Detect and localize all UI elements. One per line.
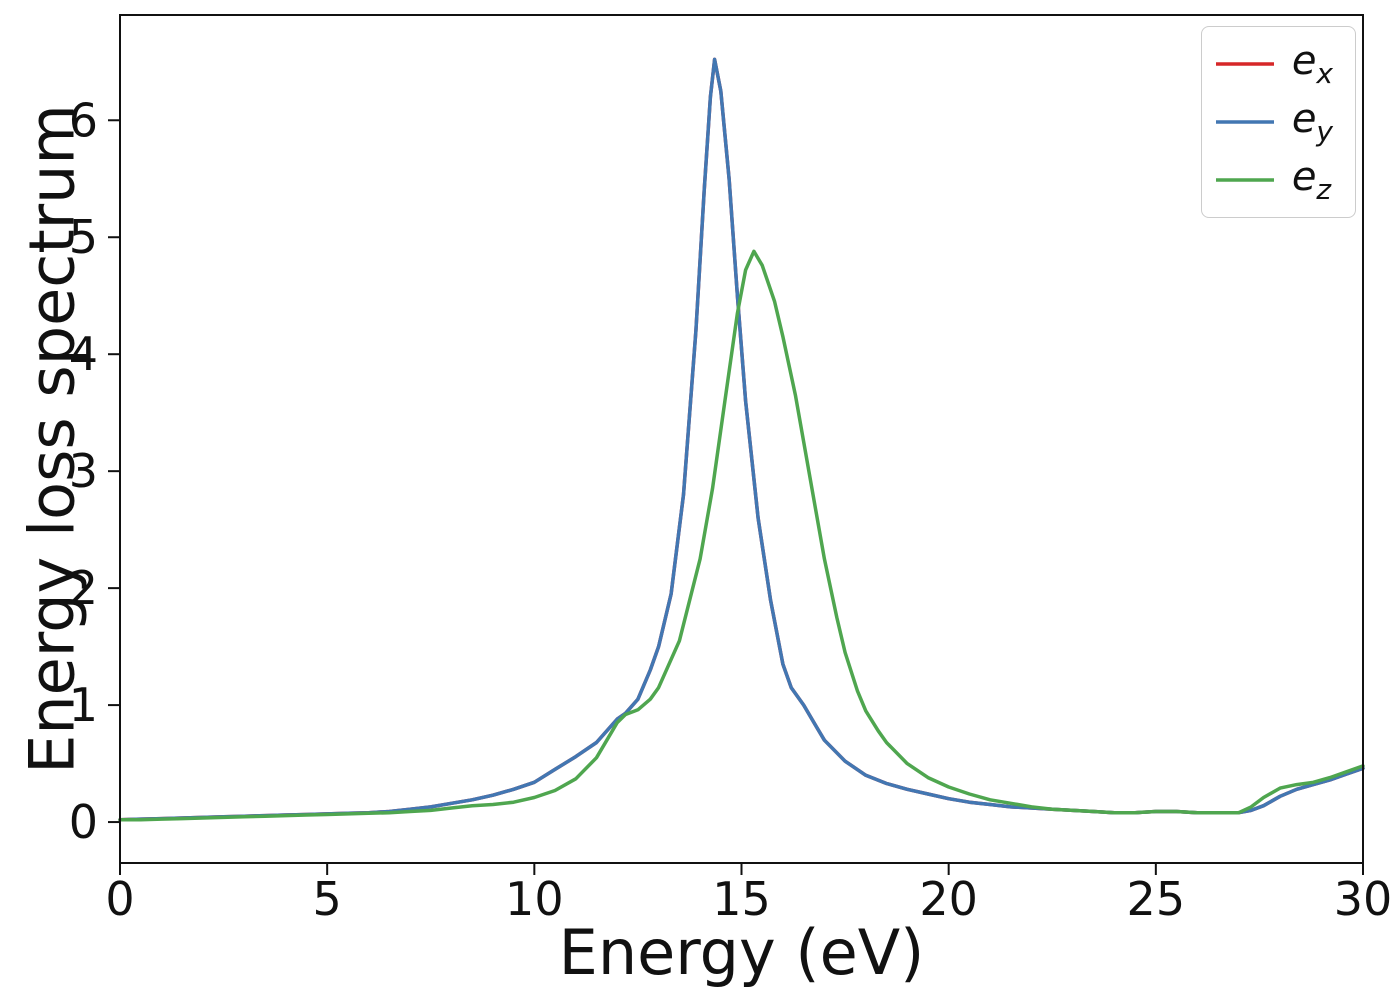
legend-label: ey (1291, 96, 1333, 148)
y-tick-label: 3 (69, 444, 98, 498)
x-tick-label: 5 (313, 872, 342, 926)
x-tick-label: 20 (919, 872, 978, 926)
legend-line-sample (1215, 178, 1274, 182)
legend-entry-e_x: ex (1215, 35, 1333, 93)
y-tick-label: 4 (69, 327, 98, 381)
series-line-e_y (118, 57, 1365, 822)
series-line-e_x (118, 57, 1365, 822)
x-axis-label: Energy (eV) (558, 916, 925, 989)
legend: ex ey ez (1200, 26, 1356, 218)
x-tick-label: 15 (712, 872, 771, 926)
legend-line-sample (1215, 120, 1274, 124)
y-tick-label: 1 (69, 678, 98, 732)
y-axis-label: Energy loss spectrum (15, 104, 89, 774)
legend-entry-e_z: ez (1215, 151, 1333, 209)
legend-label: ez (1291, 154, 1332, 206)
y-tick-label: 2 (69, 561, 98, 615)
y-tick-label: 0 (69, 795, 98, 849)
axes-spines (119, 14, 1364, 864)
legend-entry-e_y: ey (1215, 93, 1333, 151)
y-tick-label: 5 (69, 210, 98, 264)
legend-line-sample (1215, 62, 1274, 66)
x-tick-label: 30 (1334, 872, 1393, 926)
legend-label: ex (1291, 38, 1333, 90)
x-tick-label: 0 (105, 872, 134, 926)
x-tick-label: 10 (505, 872, 564, 926)
series-line-e_z (118, 249, 1365, 822)
x-tick-label: 25 (1127, 872, 1186, 926)
y-tick-label: 6 (69, 93, 98, 147)
